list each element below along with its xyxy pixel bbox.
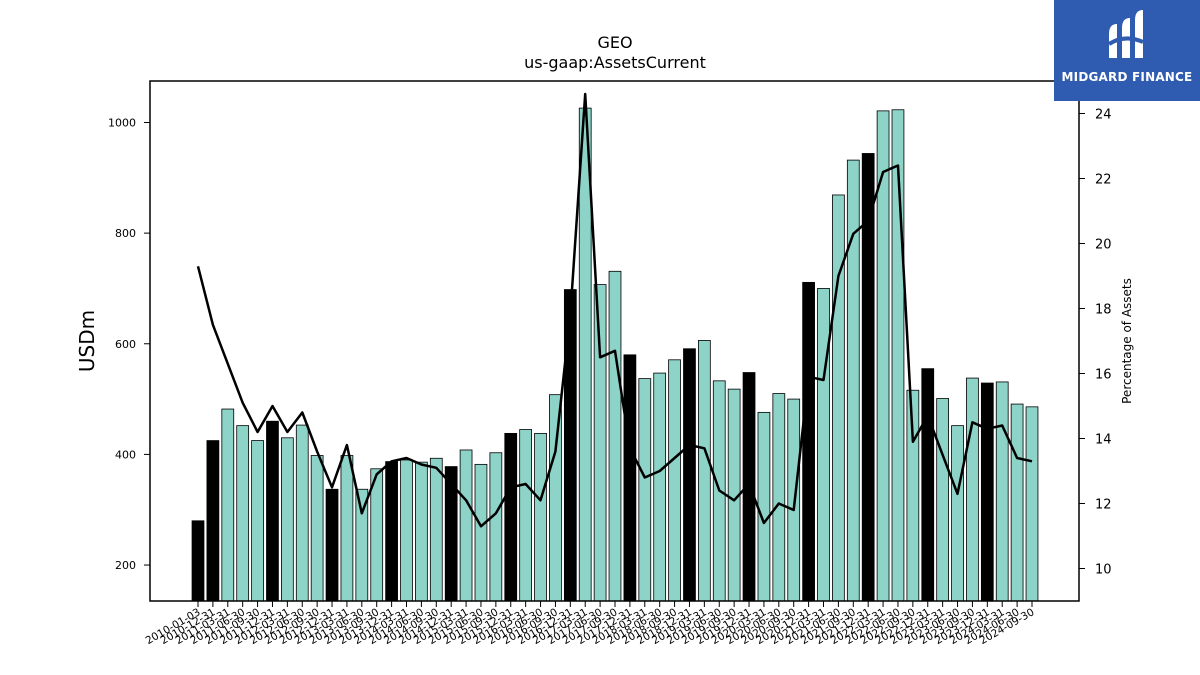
bar (832, 194, 845, 602)
bars-group (191, 107, 1039, 602)
bar (653, 372, 667, 602)
bar (593, 284, 607, 602)
bar (638, 378, 652, 602)
chart-subtitle: us-gaap:AssetsCurrent (524, 53, 706, 72)
bar (519, 429, 533, 602)
bar (817, 288, 830, 602)
y-tick-label: 800 (115, 227, 136, 240)
bar (504, 432, 518, 602)
y2-axis: 10 12 14 16 18 20 22 24 (1079, 108, 1112, 578)
y2-tick-label: 14 (1095, 433, 1112, 448)
bar (206, 440, 220, 602)
y2-tick-label: 10 (1095, 563, 1112, 578)
logo-text: MIDGARD FINANCE (1061, 70, 1193, 84)
bar (608, 270, 622, 602)
bar (459, 449, 473, 602)
bar (683, 348, 696, 602)
y-axis: 200 400 600 800 1000 (108, 116, 150, 572)
y-tick-label: 400 (115, 448, 136, 461)
bar (534, 432, 547, 602)
y-axis-label: USDm (75, 310, 99, 372)
series-line (196, 92, 1033, 528)
bar (668, 359, 681, 602)
bar (489, 452, 503, 602)
y2-tick-label: 22 (1095, 173, 1112, 188)
logo-mark-icon (1107, 10, 1144, 58)
bar (415, 461, 428, 602)
bar (936, 398, 950, 602)
bar (966, 377, 979, 602)
bar (921, 368, 935, 602)
bar (251, 440, 264, 602)
bar (474, 463, 488, 602)
bar (400, 459, 413, 602)
x-axis: 2010-01-032010-12-312011-03-312011-06-30… (144, 601, 1037, 647)
y2-tick-label: 20 (1095, 238, 1112, 253)
bar (340, 455, 354, 602)
y2-tick-label: 16 (1095, 368, 1112, 383)
y2-axis-label: Percentage of Assets (1120, 278, 1134, 404)
bar (385, 461, 398, 602)
bar (221, 408, 235, 602)
bar (757, 411, 771, 602)
brand-logo: MIDGARD FINANCE (1054, 0, 1200, 101)
bar (951, 425, 964, 602)
line-group (196, 92, 1033, 528)
y2-tick-label: 12 (1095, 498, 1112, 513)
bar (1025, 406, 1039, 602)
bar (802, 281, 815, 602)
y2-tick-label: 18 (1095, 303, 1112, 318)
bar (191, 520, 205, 602)
bar (563, 289, 577, 602)
bar (846, 159, 860, 602)
bar (355, 488, 369, 602)
chart-title: GEO (597, 33, 632, 52)
bar (980, 382, 994, 602)
bar (280, 437, 294, 602)
bar (995, 381, 1009, 602)
bar (266, 420, 279, 602)
bar (295, 424, 309, 602)
bar (429, 457, 443, 602)
y-tick-label: 200 (115, 559, 136, 572)
bar (549, 394, 562, 602)
bar (325, 488, 339, 602)
bar (236, 425, 250, 602)
y-tick-label: 600 (115, 338, 136, 351)
bar (1010, 403, 1024, 602)
bar (772, 393, 786, 602)
y2-tick-label: 24 (1095, 108, 1112, 123)
y-tick-label: 1000 (108, 116, 136, 129)
bar (623, 354, 637, 602)
bar (310, 455, 324, 602)
bar (698, 340, 711, 602)
